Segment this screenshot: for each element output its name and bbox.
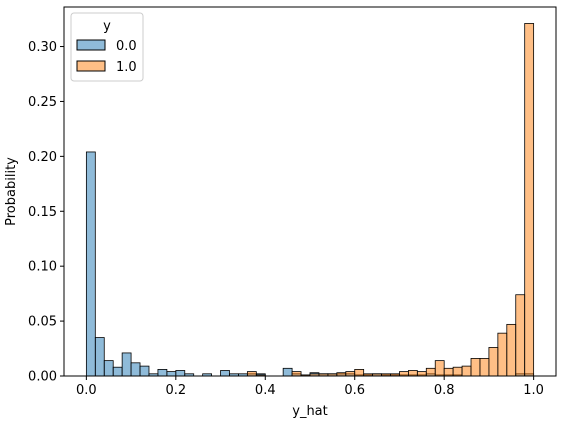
bar-series-0-bin-5 [130,362,141,377]
bar-series-0-bin-0 [85,151,96,377]
bar-series-0-bin-9 [166,371,177,377]
bar-series-1-bin-48 [515,294,526,377]
bar-series-1-bin-49 [524,23,535,377]
legend-title: y [103,19,111,34]
x-tick-label-2: 0.4 [255,383,276,398]
y-axis-ticks: 0.00 0.05 0.10 0.15 0.20 0.25 0.30 [28,40,64,385]
bar-series-0-bin-2 [103,360,114,377]
bar-series-1-bin-36 [407,370,418,377]
y-tick-label-0: 0.00 [28,370,57,385]
bar-series-1-bin-42 [461,365,472,377]
legend-swatch-0 [76,39,106,51]
bar-series-1-bin-46 [497,332,508,377]
bar-series-0-bin-4 [121,352,132,377]
bar-series-1-bin-37 [416,371,427,377]
bar-series-1-bin-41 [452,366,463,377]
bar-series-0-bin-1 [94,337,105,377]
x-tick-label-5: 1.0 [523,383,544,398]
bar-series-0-bin-6 [139,365,150,377]
legend-swatch-1 [76,60,106,72]
x-tick-label-1: 0.2 [165,383,186,398]
bar-series-1-bin-45 [488,347,499,377]
bar-series-1-bin-18 [246,371,257,377]
y-tick-label-4: 0.20 [28,150,57,165]
y-tick-label-6: 0.30 [28,40,57,55]
plot-frame [63,6,557,377]
y-tick-label-1: 0.05 [28,315,57,330]
bar-series-1-bin-43 [470,358,481,377]
bar-series-0-bin-10 [175,370,186,377]
x-tick-label-0: 0.0 [76,383,97,398]
bar-series-1-bin-44 [479,358,490,377]
bar-series-1-bin-40 [443,367,454,377]
y-tick-label-5: 0.25 [28,95,57,110]
y-tick-label-3: 0.15 [28,205,57,220]
legend-label-0: 0.0 [116,39,137,54]
bar-series-0-bin-8 [157,369,168,377]
y-tick-label-2: 0.10 [28,260,57,275]
x-tick-label-3: 0.6 [344,383,365,398]
y-axis-label: Probability [4,157,19,226]
bar-series-0-bin-15 [220,370,230,377]
bar-series-1-bin-35 [399,371,409,377]
bar-series-0-bin-22 [282,367,293,377]
legend-label-1: 1.0 [116,60,137,75]
bar-series-1-bin-30 [354,369,365,377]
x-axis-ticks: 0.0 0.2 0.4 0.6 0.8 1.0 [76,376,544,398]
bar-series-1-bin-47 [506,323,517,377]
bar-series-1-bin-39 [434,360,445,377]
legend: y 0.0 1.0 [70,12,144,82]
x-tick-label-4: 0.8 [434,383,455,398]
bar-series-1-bin-38 [425,367,436,377]
bar-series-0-bin-3 [112,366,123,377]
x-axis-label: y_hat [292,404,328,419]
bar-series-1-bin-29 [345,371,356,377]
bar-series-1-bin-23 [291,371,302,377]
